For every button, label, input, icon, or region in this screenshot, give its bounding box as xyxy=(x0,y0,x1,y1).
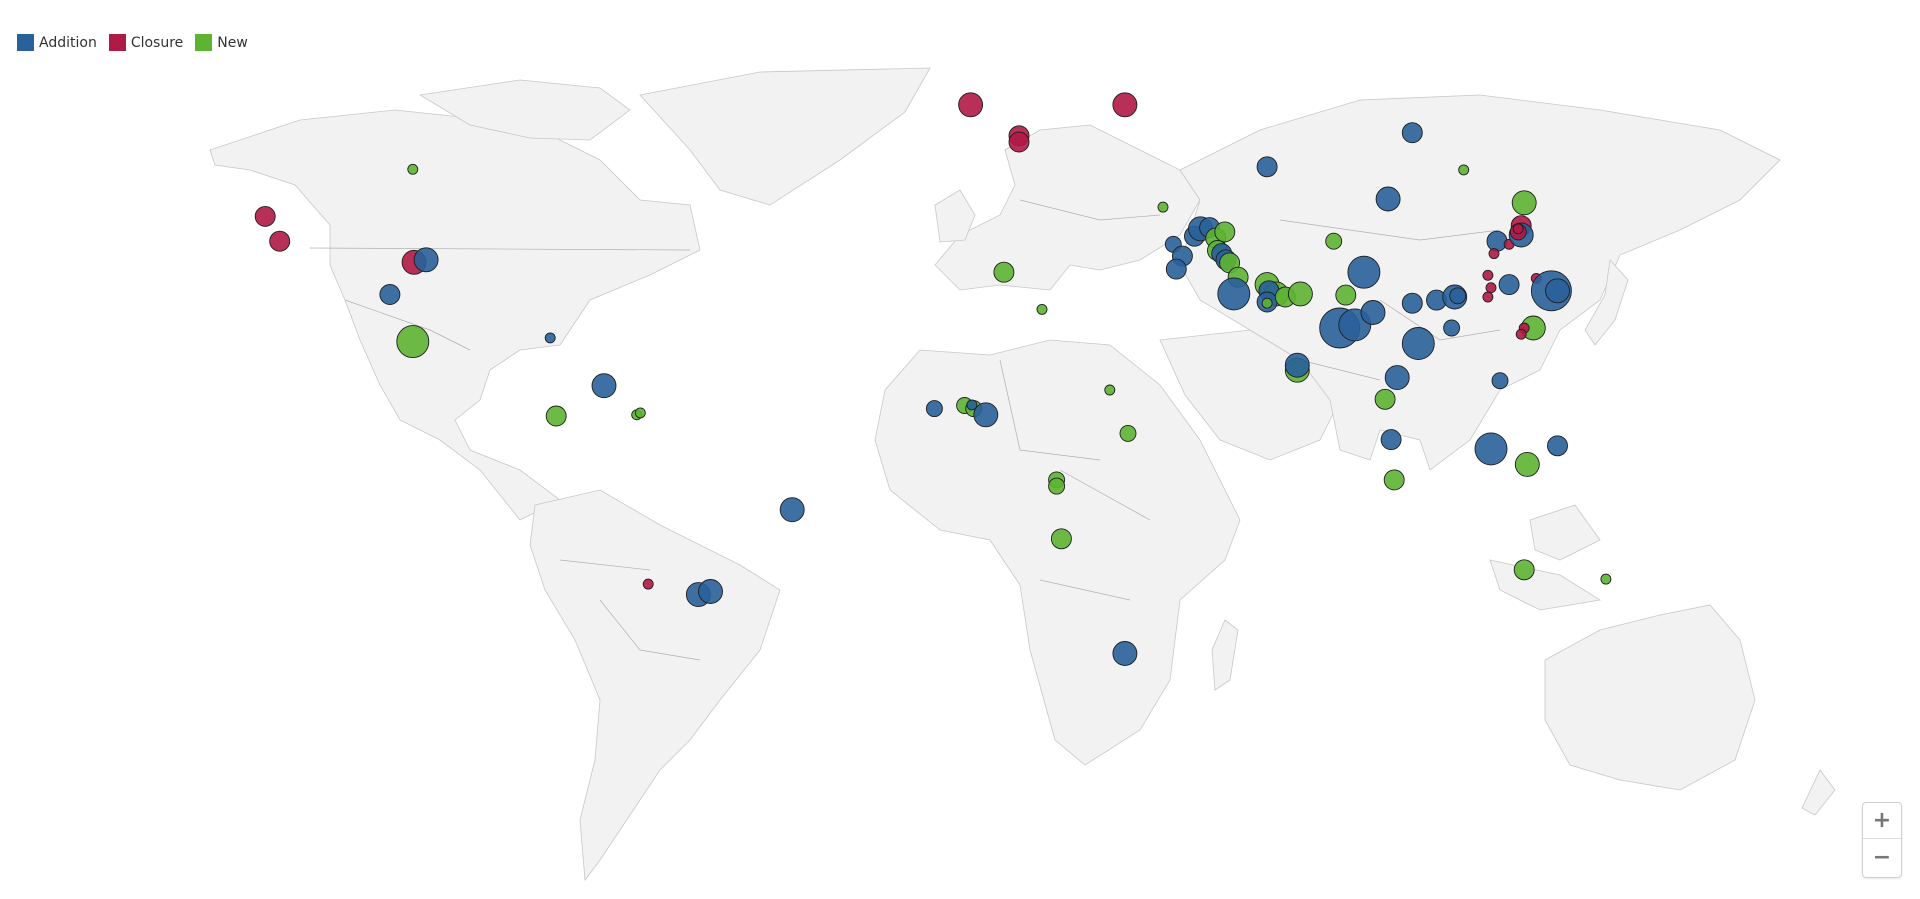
land-africa xyxy=(874,339,1241,766)
marker-closure[interactable] xyxy=(1482,269,1494,281)
marker-addition[interactable] xyxy=(1547,435,1568,457)
marker-closure[interactable] xyxy=(1112,92,1138,118)
marker-new[interactable] xyxy=(634,407,646,419)
marker-addition[interactable] xyxy=(1284,352,1310,378)
marker-addition[interactable] xyxy=(925,400,943,418)
marker-new[interactable] xyxy=(1383,469,1405,491)
zoom-out-button[interactable]: − xyxy=(1863,840,1901,876)
marker-closure[interactable] xyxy=(1515,328,1527,340)
land-arctic-islands xyxy=(418,79,631,141)
marker-addition[interactable] xyxy=(1498,274,1520,296)
marker-new[interactable] xyxy=(1287,281,1313,307)
land-asia xyxy=(1179,94,1781,471)
marker-new[interactable] xyxy=(1261,297,1273,309)
marker-new[interactable] xyxy=(1514,451,1540,477)
marker-addition[interactable] xyxy=(1443,319,1461,337)
zoom-control: + − xyxy=(1862,802,1902,878)
marker-addition[interactable] xyxy=(1474,432,1508,466)
marker-new[interactable] xyxy=(1513,559,1535,581)
legend-swatch-new xyxy=(195,34,213,51)
marker-addition[interactable] xyxy=(544,332,556,344)
legend-label-addition: Addition xyxy=(39,34,97,51)
map-legend: Addition Closure New xyxy=(17,34,248,51)
marker-new[interactable] xyxy=(1119,424,1137,442)
marker-addition[interactable] xyxy=(779,497,805,523)
legend-item-closure[interactable]: Closure xyxy=(108,34,184,51)
marker-new[interactable] xyxy=(1600,573,1612,585)
marker-new[interactable] xyxy=(1157,201,1169,213)
marker-new[interactable] xyxy=(1048,477,1066,495)
marker-addition[interactable] xyxy=(1165,258,1187,280)
marker-new[interactable] xyxy=(1050,528,1072,550)
marker-closure[interactable] xyxy=(269,230,291,252)
legend-item-addition[interactable]: Addition xyxy=(17,34,97,51)
marker-closure[interactable] xyxy=(642,578,654,590)
marker-closure[interactable] xyxy=(1488,248,1500,260)
legend-swatch-closure xyxy=(108,34,126,51)
land-new-zealand xyxy=(1801,769,1836,816)
marker-addition[interactable] xyxy=(973,402,999,428)
land-australia xyxy=(1544,604,1756,791)
land-japan xyxy=(1584,259,1629,346)
marker-addition[interactable] xyxy=(379,284,401,305)
marker-addition[interactable] xyxy=(1375,186,1401,212)
marker-new[interactable] xyxy=(1458,164,1470,176)
land-britain xyxy=(934,189,976,243)
marker-addition[interactable] xyxy=(1380,429,1402,451)
marker-addition[interactable] xyxy=(1545,278,1570,304)
marker-addition[interactable] xyxy=(1360,300,1386,325)
marker-new[interactable] xyxy=(407,163,419,175)
marker-new[interactable] xyxy=(1511,190,1537,216)
land-south-america xyxy=(529,489,781,882)
land-madagascar xyxy=(1211,619,1239,691)
marker-closure[interactable] xyxy=(1485,282,1497,294)
marker-addition[interactable] xyxy=(1217,277,1251,311)
land-north-america xyxy=(209,109,701,521)
marker-new[interactable] xyxy=(1374,388,1396,410)
land-layer xyxy=(209,67,1836,882)
marker-addition[interactable] xyxy=(1401,327,1435,360)
marker-addition[interactable] xyxy=(1256,156,1278,178)
land-borneo xyxy=(1529,504,1601,561)
marker-new[interactable] xyxy=(545,405,567,427)
marker-addition[interactable] xyxy=(1112,641,1138,666)
marker-closure[interactable] xyxy=(254,205,276,227)
marker-addition[interactable] xyxy=(413,247,439,273)
marker-addition[interactable] xyxy=(1449,287,1467,305)
zoom-in-button[interactable]: + xyxy=(1863,803,1901,839)
marker-addition[interactable] xyxy=(1491,372,1509,390)
marker-addition[interactable] xyxy=(1486,230,1508,252)
legend-item-new[interactable]: New xyxy=(195,34,248,51)
marker-new[interactable] xyxy=(1214,221,1236,243)
marker-addition[interactable] xyxy=(1384,365,1410,391)
marker-closure[interactable] xyxy=(1008,131,1030,153)
marker-new[interactable] xyxy=(993,261,1015,283)
marker-closure[interactable] xyxy=(958,92,984,118)
marker-new[interactable] xyxy=(396,325,430,359)
marker-addition[interactable] xyxy=(591,373,617,399)
land-greenland xyxy=(639,67,931,206)
marker-addition[interactable] xyxy=(966,399,978,411)
marker-closure[interactable] xyxy=(1512,223,1524,235)
land-sea-islands xyxy=(1489,559,1602,611)
marker-new[interactable] xyxy=(1036,303,1048,315)
border-layer xyxy=(309,199,1501,661)
marker-addition[interactable] xyxy=(1347,255,1381,289)
marker-closure[interactable] xyxy=(1482,291,1494,303)
marker-addition[interactable] xyxy=(698,579,723,604)
marker-addition[interactable] xyxy=(1401,292,1423,314)
marker-new[interactable] xyxy=(1104,384,1116,396)
legend-swatch-addition xyxy=(17,34,34,51)
marker-addition[interactable] xyxy=(1401,122,1423,144)
legend-label-new: New xyxy=(217,34,248,51)
marker-new[interactable] xyxy=(1325,232,1343,250)
markers-layer[interactable] xyxy=(254,92,1612,666)
legend-label-closure: Closure xyxy=(130,34,184,51)
marker-new[interactable] xyxy=(1335,284,1357,306)
